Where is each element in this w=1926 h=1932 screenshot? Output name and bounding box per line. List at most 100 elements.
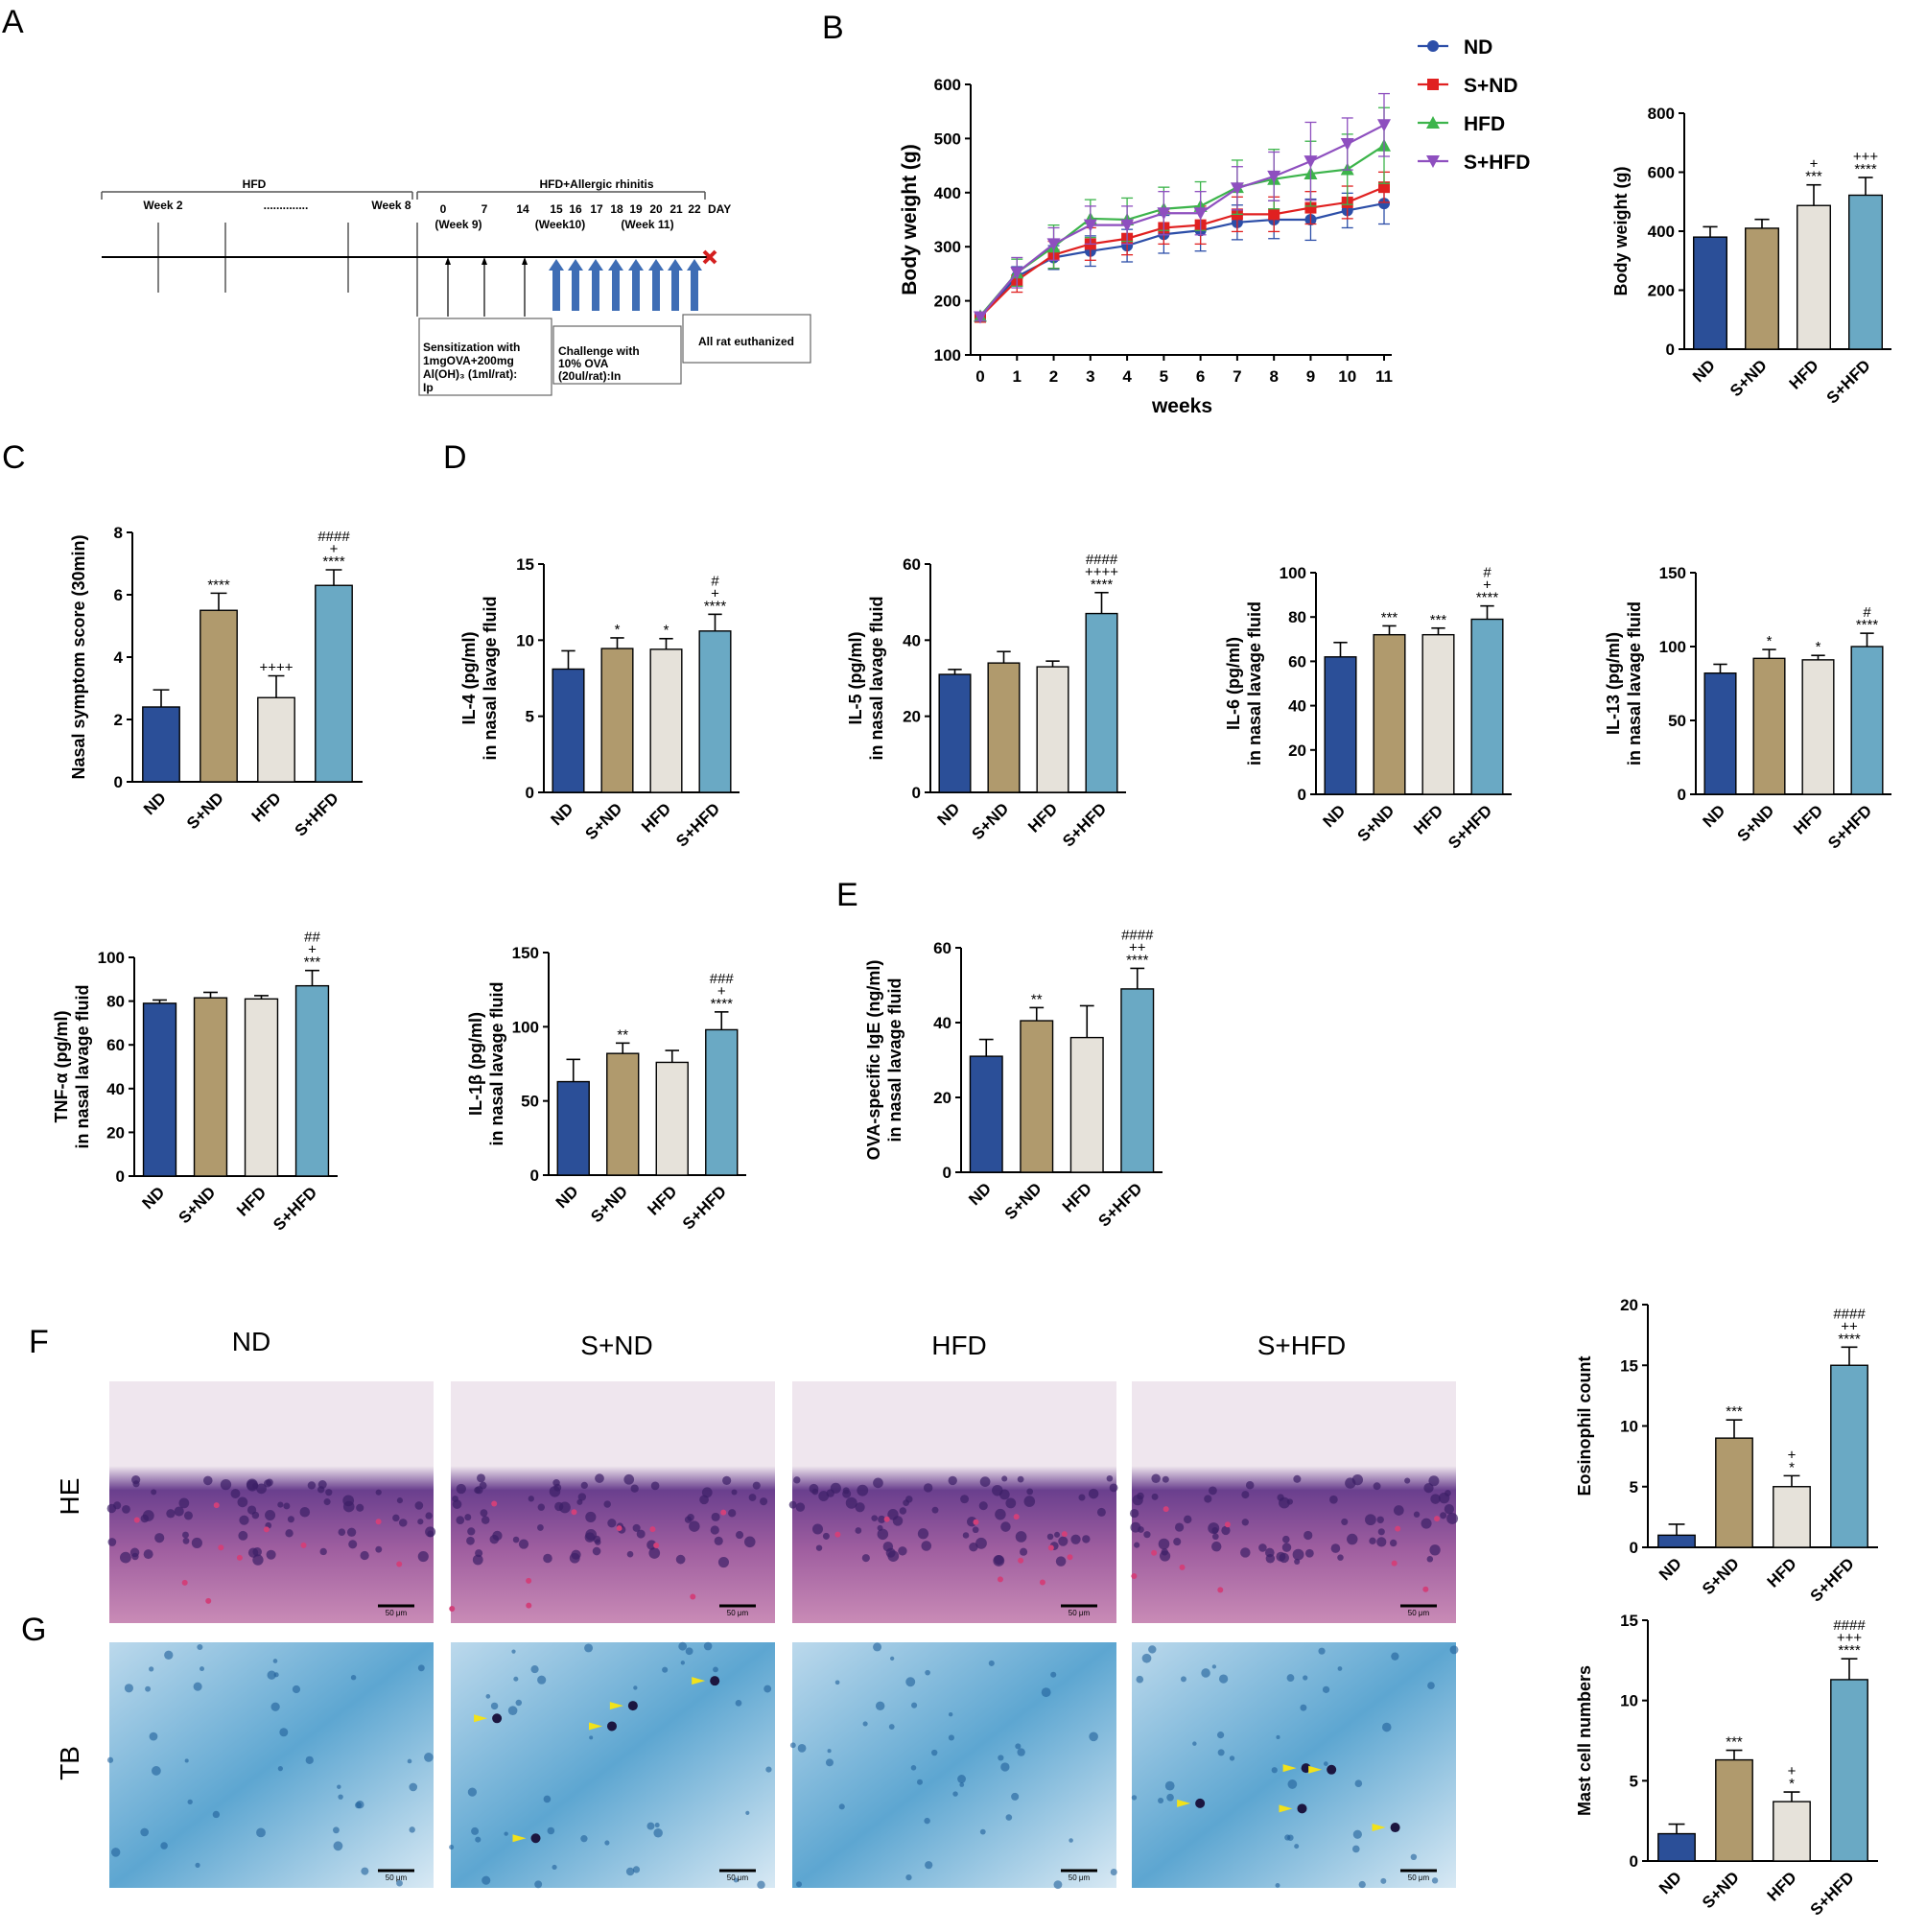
stained-cell [834,1680,840,1685]
y-axis-label: in nasal lavage fluid [867,596,886,760]
nucleus [237,1496,248,1508]
nucleus [873,1477,883,1489]
stained-cell [305,1755,314,1765]
nucleus [1337,1554,1344,1561]
significance-marker: **** [1838,1642,1861,1659]
stained-cell [1015,1743,1022,1750]
stained-cell [1110,1869,1117,1876]
nucleus [1286,1498,1294,1505]
nucleus [995,1508,1006,1520]
stained-cell [888,1724,895,1730]
stained-cell [552,1864,557,1871]
stained-cell [409,1826,415,1833]
nucleus [1211,1533,1219,1541]
stained-cell [827,1749,832,1754]
stained-cell [653,1828,663,1838]
significance-marker: **** [704,598,727,614]
stained-cell [633,1685,638,1690]
nucleus [811,1523,824,1535]
stained-cell [164,1650,174,1660]
sensitization-line-3: Al(OH)₃ (1ml/rat): [423,367,517,381]
nucleus [1106,1474,1114,1482]
nasal-symptom-score-chart: 0 2 4 6 8 Nasal symptom score (30min) ND S+ND **… [69,524,363,840]
bar [1069,1036,1104,1173]
nucleus [878,1515,886,1523]
stained-cell [1287,1779,1298,1789]
nucleus [826,1489,834,1497]
nucleus [788,1500,797,1509]
y-tick-label: 0 [114,773,123,791]
significance-marker: + [1810,156,1819,173]
x-tick-label: S+HFD [1823,356,1874,407]
nucleus [607,1519,617,1528]
stained-cell [916,1779,923,1785]
nucleus [921,1541,932,1551]
micrograph-he-shfd: 50 μm [1129,1381,1459,1623]
y-tick-label: 60 [1288,652,1306,671]
x-tick-label: S+ND [175,1183,219,1227]
stained-cell [200,1666,204,1672]
column-header-hfd: HFD [931,1331,987,1360]
nucleus [417,1550,429,1563]
nucleus [174,1506,184,1517]
nucleus [1428,1475,1440,1487]
bar [1848,194,1883,350]
bar [1715,1758,1753,1862]
stained-cell [765,1766,772,1773]
nucleus [1376,1537,1387,1547]
stained-cell [267,1670,276,1680]
row-label-tb: TB [55,1746,84,1780]
significance-marker: **** [322,554,345,570]
nucleus [962,1532,970,1539]
legend-marker [1427,79,1439,90]
stained-cell [875,1701,885,1711]
stained-cell [757,1880,765,1890]
stained-cell [797,1744,807,1753]
series-line [979,186,1385,318]
nucleus [323,1498,331,1506]
mast-cell-arrow-icon [692,1677,706,1685]
stained-cell [1380,1877,1387,1884]
stained-cell [279,1728,289,1737]
x-tick-label: 1 [1013,367,1022,386]
y-tick-label: 100 [512,1018,539,1036]
stained-cell [646,1822,655,1830]
y-tick-label: 15 [516,555,534,574]
nucleus [472,1554,483,1566]
x-tick-label: HFD [248,789,285,825]
x-tick-label: S+HFD [1059,799,1110,850]
stained-cell [513,1676,519,1682]
nucleus [338,1528,346,1536]
he-tissue [451,1381,775,1623]
week9-label: (Week 9) [435,218,482,231]
x-tick-label: S+ND [581,799,625,843]
x-tick-label: S+HFD [1094,1179,1145,1230]
nucleus [1241,1491,1250,1499]
stained-cell [407,1758,412,1764]
column-header-snd: S+ND [580,1331,652,1360]
significance-marker: ++ [1841,1318,1858,1334]
stained-cell [1158,1798,1164,1804]
stained-cell [625,1867,635,1876]
data-point [1157,207,1171,221]
il13-chart: 0 50 100 150 IL-13 (pg/ml) in nasal lavage fl… [1604,564,1891,853]
nucleus [822,1532,830,1540]
significance-marker: + [308,942,317,958]
significance-marker: + [711,585,719,601]
nucleus [687,1514,694,1521]
stained-cell [151,1766,161,1776]
day-label: 16 [569,202,582,216]
nucleus [744,1536,756,1548]
micrograph-tb-nd: 50 μm [106,1642,434,1888]
red-cell [491,1500,498,1507]
nucleus [1159,1550,1171,1562]
x-tick-label: 11 [1375,367,1393,386]
column-header-shfd: S+HFD [1257,1331,1347,1360]
significance-marker: #### [1086,552,1118,568]
nucleus [346,1527,357,1537]
significance-marker: * [615,622,621,638]
bar [1773,1486,1811,1548]
significance-marker: *** [1726,1734,1743,1751]
stained-cell [534,1880,543,1889]
